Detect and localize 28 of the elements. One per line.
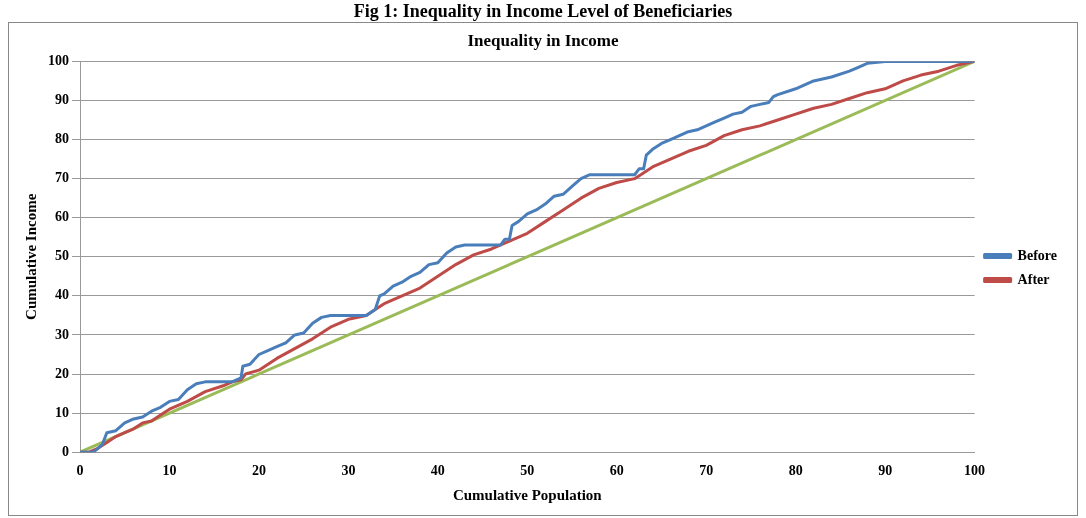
x-tick-label: 80: [788, 463, 803, 479]
y-tick-label: 100: [48, 53, 69, 69]
x-tick-label: 30: [341, 463, 356, 479]
y-tick-label: 10: [55, 404, 69, 420]
x-tick-label: 70: [699, 463, 714, 479]
y-tick-label: 90: [55, 92, 69, 108]
x-tick-label: 20: [251, 463, 266, 479]
y-tick-label: 30: [55, 326, 69, 342]
legend-label: Before: [1017, 247, 1057, 263]
x-tick-label: 100: [964, 463, 986, 479]
y-axis-title: Cumulative Income: [22, 193, 39, 320]
x-tick-label: 0: [76, 463, 84, 479]
x-tick-label: 60: [609, 463, 624, 479]
y-tick-label: 70: [55, 170, 69, 186]
y-tick-label: 80: [55, 131, 69, 147]
x-tick-label: 10: [162, 463, 177, 479]
chart-title: Fig 1: Inequality in Income Level of Beneficiaries: [352, 0, 734, 22]
y-tick-label: 0: [62, 443, 69, 459]
y-tick-label: 20: [55, 365, 69, 381]
x-tick-label: 90: [878, 463, 893, 479]
legend-label: After: [1017, 271, 1050, 287]
x-tick-label: 40: [430, 463, 445, 479]
chart-subtitle: Inequality in Income: [467, 30, 620, 50]
y-tick-label: 40: [55, 287, 69, 303]
y-tick-label: 50: [55, 248, 69, 264]
x-tick-label: 50: [520, 463, 535, 479]
x-axis-title: Cumulative Population: [452, 486, 603, 503]
y-tick-label: 60: [55, 209, 69, 225]
